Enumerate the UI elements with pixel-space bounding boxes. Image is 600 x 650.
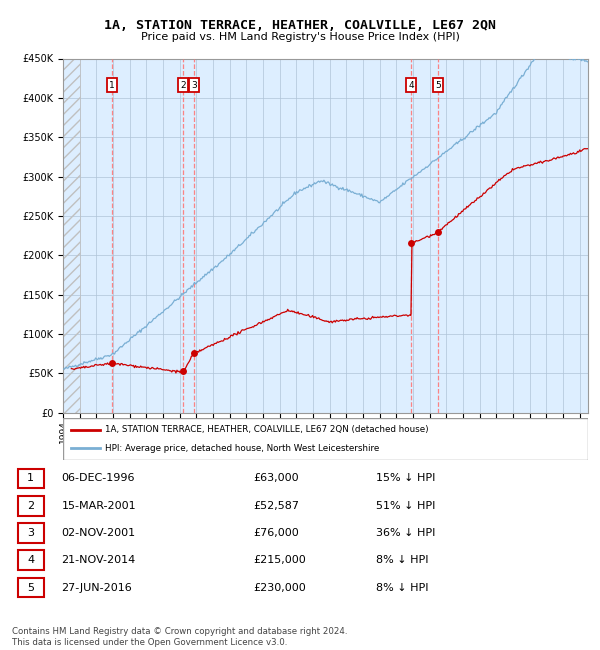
Text: 3: 3 (28, 528, 34, 538)
Text: HPI: Average price, detached house, North West Leicestershire: HPI: Average price, detached house, Nort… (105, 444, 379, 453)
Text: 21-NOV-2014: 21-NOV-2014 (61, 555, 136, 566)
Text: £63,000: £63,000 (253, 473, 299, 484)
Bar (18, 496, 44, 515)
Text: 5: 5 (435, 81, 441, 90)
Text: 1A, STATION TERRACE, HEATHER, COALVILLE, LE67 2QN (detached house): 1A, STATION TERRACE, HEATHER, COALVILLE,… (105, 425, 428, 434)
Text: 2: 2 (27, 500, 34, 511)
Text: £215,000: £215,000 (253, 555, 306, 566)
Text: 8% ↓ HPI: 8% ↓ HPI (376, 555, 428, 566)
Text: 1A, STATION TERRACE, HEATHER, COALVILLE, LE67 2QN: 1A, STATION TERRACE, HEATHER, COALVILLE,… (104, 19, 496, 32)
Text: Contains HM Land Registry data © Crown copyright and database right 2024.
This d: Contains HM Land Registry data © Crown c… (12, 627, 347, 647)
Text: 1: 1 (28, 473, 34, 484)
Text: 15% ↓ HPI: 15% ↓ HPI (376, 473, 435, 484)
Bar (18, 523, 44, 543)
Text: 2: 2 (181, 81, 186, 90)
Bar (18, 469, 44, 488)
Text: 51% ↓ HPI: 51% ↓ HPI (376, 500, 435, 511)
Text: 02-NOV-2001: 02-NOV-2001 (61, 528, 136, 538)
Text: 27-JUN-2016: 27-JUN-2016 (61, 582, 132, 593)
Text: £52,587: £52,587 (253, 500, 299, 511)
Text: 15-MAR-2001: 15-MAR-2001 (61, 500, 136, 511)
Text: £76,000: £76,000 (253, 528, 299, 538)
Text: 1: 1 (109, 81, 115, 90)
Text: 06-DEC-1996: 06-DEC-1996 (61, 473, 135, 484)
Text: Price paid vs. HM Land Registry's House Price Index (HPI): Price paid vs. HM Land Registry's House … (140, 32, 460, 42)
Text: 8% ↓ HPI: 8% ↓ HPI (376, 582, 428, 593)
Text: 4: 4 (409, 81, 414, 90)
Text: 36% ↓ HPI: 36% ↓ HPI (376, 528, 435, 538)
Bar (18, 551, 44, 570)
Text: £230,000: £230,000 (253, 582, 306, 593)
Text: 3: 3 (191, 81, 197, 90)
Text: 5: 5 (28, 582, 34, 593)
Bar (18, 578, 44, 597)
Text: 4: 4 (27, 555, 34, 566)
